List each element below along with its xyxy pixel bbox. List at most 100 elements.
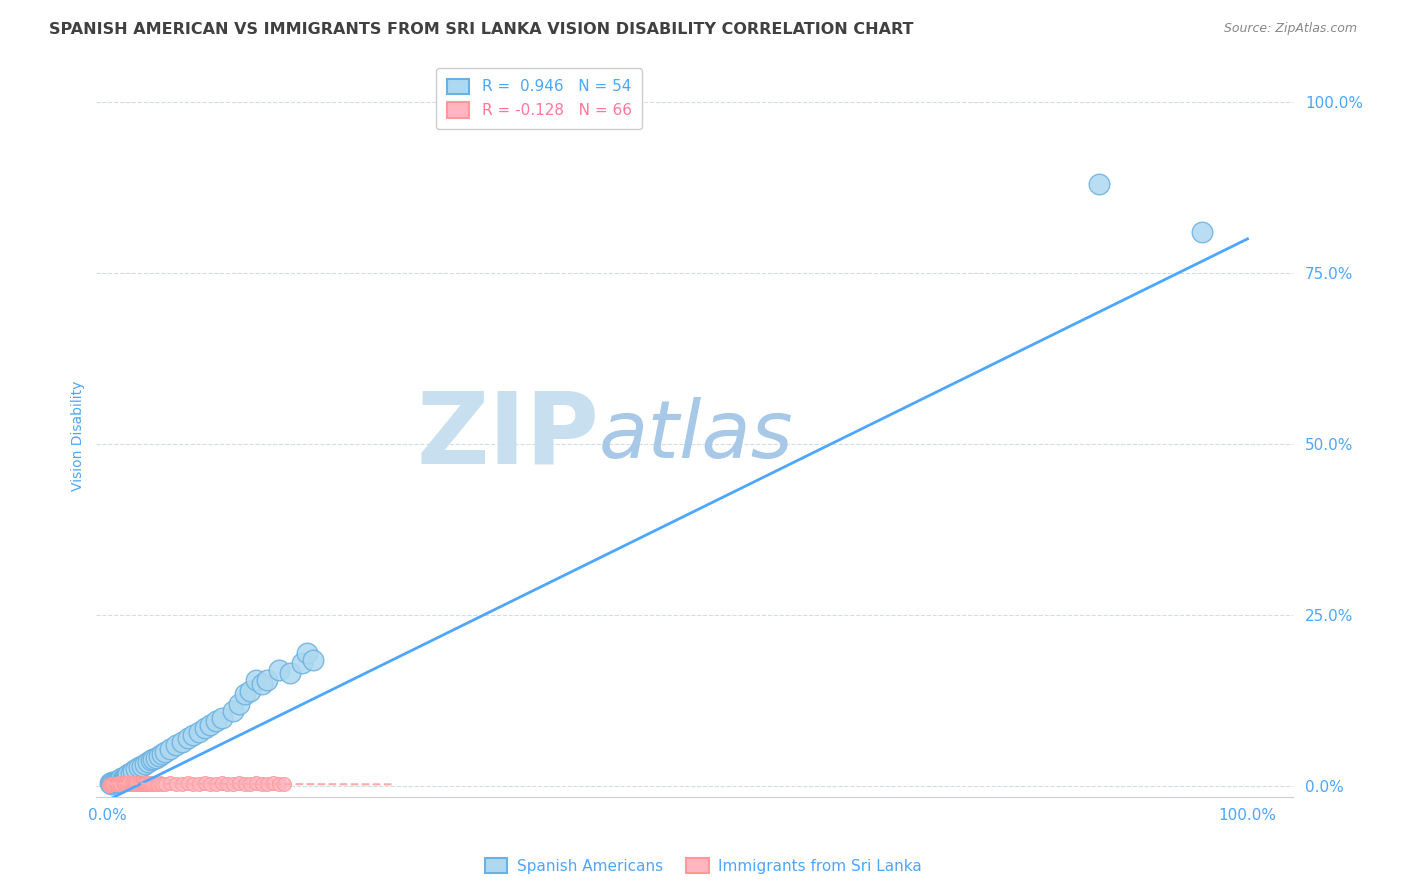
Point xyxy=(239,777,262,791)
Point xyxy=(128,776,150,790)
Point xyxy=(122,777,145,791)
Point xyxy=(115,769,138,783)
Point xyxy=(125,762,148,776)
Point xyxy=(105,777,128,791)
Point xyxy=(152,777,174,791)
Point xyxy=(228,698,250,712)
Point xyxy=(200,777,222,791)
Point xyxy=(233,687,256,701)
Point xyxy=(103,774,125,789)
Point xyxy=(141,777,163,791)
Point xyxy=(117,777,139,791)
Point xyxy=(145,750,167,764)
Point xyxy=(194,721,217,735)
Legend: Spanish Americans, Immigrants from Sri Lanka: Spanish Americans, Immigrants from Sri L… xyxy=(478,852,928,880)
Point xyxy=(262,776,284,790)
Point xyxy=(104,775,127,789)
Point xyxy=(153,745,176,759)
Text: ZIP: ZIP xyxy=(416,387,599,484)
Point xyxy=(228,776,250,790)
Point xyxy=(256,673,278,688)
Point xyxy=(205,714,228,729)
Point xyxy=(139,776,162,790)
Point xyxy=(142,752,165,766)
Point xyxy=(205,777,228,791)
Point xyxy=(176,731,198,746)
Point xyxy=(103,776,125,790)
Point xyxy=(256,777,278,791)
Legend: R =  0.946   N = 54, R = -0.128   N = 66: R = 0.946 N = 54, R = -0.128 N = 66 xyxy=(436,68,643,128)
Point xyxy=(233,777,256,791)
Point xyxy=(217,777,239,791)
Point xyxy=(110,771,132,785)
Point xyxy=(110,777,132,791)
Point xyxy=(170,735,193,749)
Point xyxy=(124,777,146,791)
Point xyxy=(142,776,165,790)
Text: SPANISH AMERICAN VS IMMIGRANTS FROM SRI LANKA VISION DISABILITY CORRELATION CHAR: SPANISH AMERICAN VS IMMIGRANTS FROM SRI … xyxy=(49,22,914,37)
Point xyxy=(222,777,245,791)
Point xyxy=(136,777,159,791)
Point xyxy=(128,760,150,774)
Point xyxy=(139,753,162,767)
Point xyxy=(159,776,181,790)
Point xyxy=(115,768,138,782)
Point xyxy=(114,777,136,791)
Point xyxy=(111,776,134,790)
Point xyxy=(129,777,152,791)
Point xyxy=(222,704,245,718)
Point xyxy=(121,777,143,791)
Point xyxy=(1088,177,1111,191)
Point xyxy=(110,777,132,791)
Point xyxy=(134,756,156,771)
Point xyxy=(245,673,267,688)
Point xyxy=(131,777,153,791)
Point xyxy=(165,739,187,753)
Point xyxy=(250,777,273,791)
Point xyxy=(100,777,122,791)
Point xyxy=(135,776,157,790)
Point xyxy=(121,776,143,790)
Y-axis label: Vision Disability: Vision Disability xyxy=(72,381,86,491)
Point xyxy=(115,777,138,791)
Point xyxy=(114,770,136,784)
Point xyxy=(1191,225,1213,239)
Point xyxy=(278,666,301,681)
Point xyxy=(170,777,193,791)
Point xyxy=(200,718,222,732)
Point xyxy=(108,776,131,790)
Point xyxy=(139,777,162,791)
Point xyxy=(181,728,204,742)
Point xyxy=(187,724,209,739)
Point xyxy=(132,776,155,790)
Point xyxy=(148,748,170,763)
Point xyxy=(149,776,172,790)
Point xyxy=(107,774,129,789)
Text: atlas: atlas xyxy=(599,397,794,475)
Point xyxy=(134,777,156,791)
Point xyxy=(125,776,148,790)
Point xyxy=(115,776,138,790)
Point xyxy=(138,777,160,791)
Point xyxy=(211,711,233,725)
Point xyxy=(250,677,273,691)
Point xyxy=(295,646,318,660)
Point xyxy=(120,765,142,780)
Point xyxy=(117,767,139,781)
Point xyxy=(98,778,121,792)
Point xyxy=(211,776,233,790)
Point xyxy=(128,777,150,791)
Text: Source: ZipAtlas.com: Source: ZipAtlas.com xyxy=(1223,22,1357,36)
Point xyxy=(100,777,122,791)
Point xyxy=(103,777,125,791)
Point xyxy=(121,764,143,779)
Point xyxy=(101,777,124,791)
Point xyxy=(103,777,125,791)
Point xyxy=(111,772,134,786)
Point xyxy=(302,653,325,667)
Point xyxy=(146,777,169,791)
Point xyxy=(136,756,159,770)
Point xyxy=(108,772,131,787)
Point xyxy=(165,777,187,791)
Point xyxy=(110,773,132,788)
